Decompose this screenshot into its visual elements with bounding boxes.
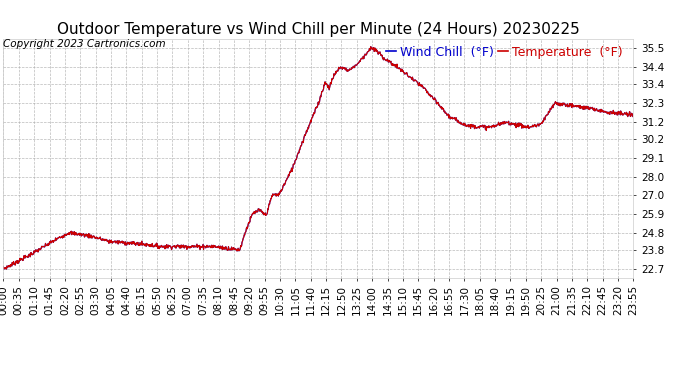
Text: Copyright 2023 Cartronics.com: Copyright 2023 Cartronics.com (3, 39, 166, 50)
Title: Outdoor Temperature vs Wind Chill per Minute (24 Hours) 20230225: Outdoor Temperature vs Wind Chill per Mi… (57, 22, 580, 37)
Legend: Wind Chill  (°F), Temperature  (°F): Wind Chill (°F), Temperature (°F) (382, 41, 627, 64)
